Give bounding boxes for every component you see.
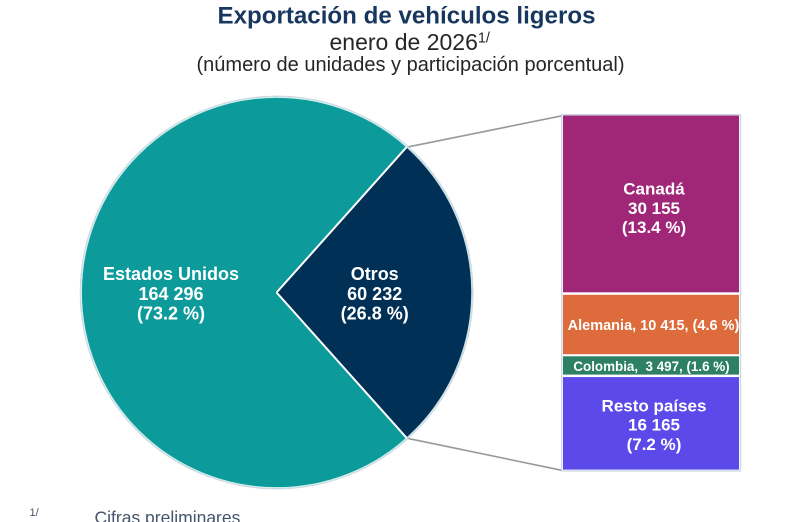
svg-text:Colombia, 3 497, (1.6 %): Colombia, 3 497, (1.6 %) [573,359,729,374]
svg-text:(7.2 %): (7.2 %) [627,435,682,454]
svg-text:enero de 20261/: enero de 20261/ [330,29,491,55]
svg-text:(13.4 %): (13.4 %) [622,218,686,237]
svg-text:Alemania, 10 415, (4.6 %): Alemania, 10 415, (4.6 %) [568,318,740,334]
svg-text:30 155: 30 155 [628,199,680,218]
svg-text:Exportación de vehículos liger: Exportación de vehículos ligeros [218,3,596,30]
svg-text:Estados Unidos: Estados Unidos [103,264,239,284]
svg-text:(26.8 %): (26.8 %) [341,304,409,324]
svg-text:(número de unidades y particip: (número de unidades y participación porc… [197,54,625,76]
svg-text:Canadá: Canadá [623,180,685,199]
svg-text:Resto países: Resto países [602,397,707,416]
svg-text:16 165: 16 165 [628,416,680,435]
svg-text:Cifras preliminares: Cifras preliminares [95,508,241,522]
svg-text:(73.2 %): (73.2 %) [137,304,205,324]
svg-text:60 232: 60 232 [347,284,402,304]
svg-text:1/: 1/ [30,507,40,519]
svg-text:164 296: 164 296 [138,284,203,304]
svg-text:Otros: Otros [351,264,399,284]
